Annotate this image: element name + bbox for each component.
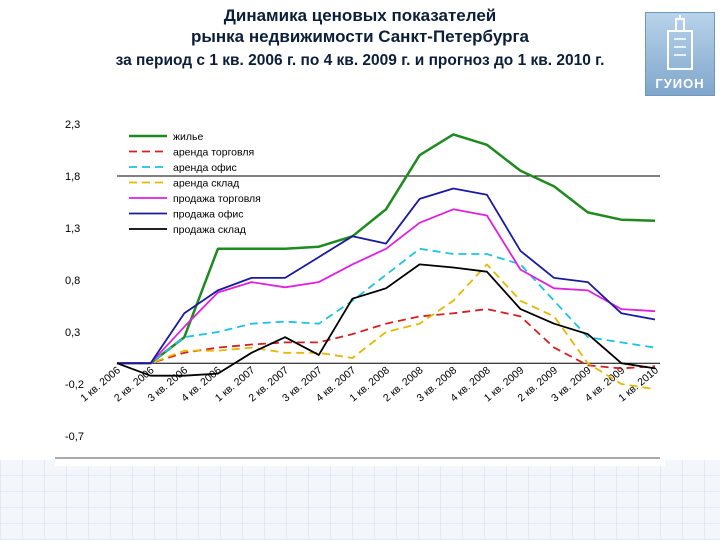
building-icon [667,15,693,70]
legend-label: продажа офис [173,209,243,221]
series-line-6 [116,263,656,377]
legend-label: аренда склад [173,178,239,190]
series-line-3 [117,263,656,391]
chart-title-line-2: рынка недвижимости Санкт-Петербурга [191,27,529,46]
legend-label: продажа торговля [173,193,261,205]
chart-title-line-1: Динамика ценовых показателей [223,6,497,25]
logo-text: ГУИОН [655,76,705,91]
series-line-0 [117,133,656,365]
guion-logo: ГУИОН [645,12,715,96]
series-line-1 [117,308,656,370]
grid-lines [55,175,660,459]
y-tick-label: 2,3 [65,119,80,131]
y-tick-label: 0,3 [65,327,80,339]
y-tick-label: 0,8 [65,275,80,287]
chart-subtitle: за период с 1 кв. 2006 г. по 4 кв. 2009 … [115,52,605,69]
background-floorplan [0,460,720,540]
y-tick-label: -0,7 [65,431,84,443]
y-tick-label: -0,2 [65,379,84,391]
legend: жилье аренда торговля аренда офис аренда ск… [129,131,261,236]
legend-label: жилье [173,131,203,143]
chart-area: 2,3 1,8 1,3 0,8 0,3 -0,2 -0,7 1 кв. 2006 2 кв. … [55,106,665,466]
y-axis-ticks: 2,3 1,8 1,3 0,8 0,3 -0,2 -0,7 [65,119,84,443]
legend-label: аренда офис [173,162,237,174]
y-tick-label: 1,3 [65,223,80,235]
series-line-2 [117,247,656,365]
legend-label: продажа склад [173,224,246,236]
legend-label: аренда торговля [173,147,254,159]
data-series [116,133,656,391]
y-tick-label: 1,8 [65,171,80,183]
series-line-5 [117,187,656,365]
series-line-4 [117,208,656,365]
